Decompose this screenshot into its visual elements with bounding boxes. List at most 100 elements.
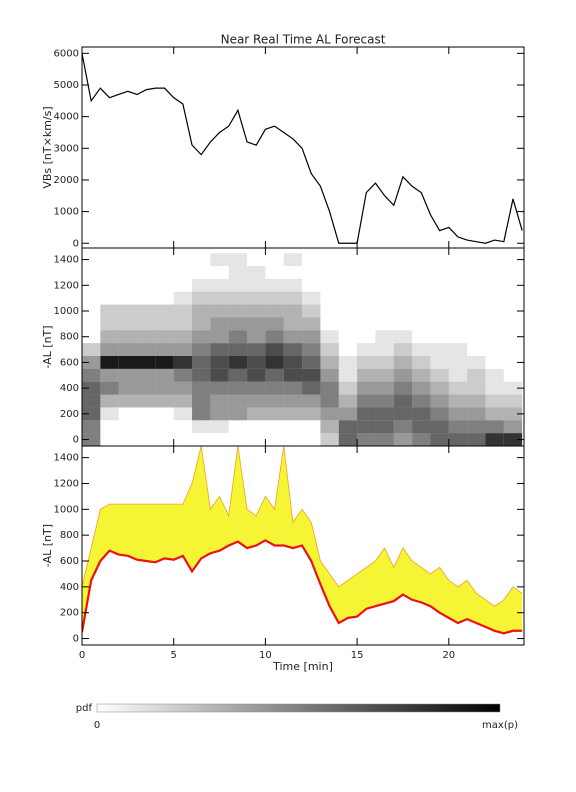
band-edge	[82, 446, 523, 607]
heat-cell	[210, 394, 229, 408]
heat-cell	[228, 266, 248, 279]
heat-cell	[393, 330, 413, 344]
heat-cell	[467, 266, 485, 279]
heat-cell	[118, 368, 138, 382]
heat-cell	[467, 368, 486, 382]
heat-cell	[448, 343, 468, 356]
heat-cell	[82, 266, 100, 279]
heat-cell	[210, 330, 229, 344]
heat-cell	[302, 304, 321, 318]
heat-cell	[265, 394, 284, 408]
heat-cell	[265, 368, 284, 382]
heat-cell	[283, 291, 303, 305]
heat-cell	[375, 420, 394, 434]
heat-cell	[265, 420, 283, 433]
heat-cell	[485, 317, 503, 330]
heat-cell	[412, 253, 430, 266]
heat-cell	[283, 330, 303, 344]
heat-cell	[210, 343, 229, 356]
heat-cell	[302, 394, 321, 408]
heat-cell	[338, 368, 358, 382]
heat-cell	[467, 343, 485, 356]
heat-cell	[467, 381, 486, 395]
heat-cell	[412, 305, 430, 318]
heat-cell	[137, 394, 156, 408]
heat-cell	[265, 407, 284, 421]
heat-cell	[412, 279, 430, 292]
heat-cell	[430, 317, 448, 330]
heat-cell	[375, 292, 393, 305]
heat-cell	[173, 343, 193, 356]
heat-cell	[357, 381, 376, 395]
heat-cell	[174, 433, 192, 446]
heat-cell	[394, 279, 412, 292]
heat-cell	[155, 368, 174, 382]
heat-cell	[119, 407, 137, 420]
heat-cell	[173, 291, 193, 305]
heat-cell	[155, 304, 174, 318]
heat-cell	[118, 304, 138, 318]
heat-cell	[155, 394, 174, 408]
heat-cell	[412, 381, 431, 395]
heat-cell	[247, 278, 266, 292]
heat-cell	[229, 433, 247, 446]
heat-cell	[430, 279, 448, 292]
heat-cell	[338, 394, 358, 408]
heat-cell	[485, 253, 503, 266]
heat-cell	[210, 304, 229, 318]
heat-cell	[100, 394, 119, 408]
heat-cell	[210, 266, 228, 279]
heat-cell	[357, 253, 375, 266]
y-tick-label: 1200	[54, 280, 79, 291]
heat-cell	[174, 253, 192, 266]
x-axis-label: Time [min]	[272, 660, 333, 673]
heat-cell	[247, 304, 266, 318]
heat-cell	[283, 381, 303, 395]
heat-cell	[302, 343, 321, 356]
heat-cell	[338, 433, 358, 446]
heat-cell	[412, 420, 431, 434]
y-tick-label: 1400	[54, 453, 79, 464]
y-tick-label: 1200	[54, 478, 79, 489]
heat-cell	[504, 343, 522, 356]
y-tick-label: 2000	[54, 175, 79, 186]
heat-cell	[118, 317, 138, 331]
band-area	[82, 446, 523, 634]
heat-cell	[449, 305, 467, 318]
axis-frame	[81, 445, 525, 646]
heat-cell	[82, 407, 101, 421]
heat-cell	[137, 304, 156, 318]
heat-cell	[173, 317, 193, 331]
heat-cell	[302, 279, 320, 292]
heat-cell	[210, 317, 229, 331]
heat-cell	[467, 305, 485, 318]
heat-cell	[192, 433, 210, 446]
heat-cell	[155, 356, 174, 369]
x-tick-label: 10	[259, 650, 272, 661]
heat-cell	[283, 253, 303, 266]
heat-cell	[375, 394, 394, 408]
heat-cell	[192, 343, 211, 356]
heat-cell	[320, 279, 338, 292]
heat-cell	[485, 330, 503, 343]
heat-cell	[155, 407, 173, 420]
heat-cell	[82, 394, 101, 408]
heat-cell	[375, 266, 393, 279]
heat-cell	[449, 279, 467, 292]
plot-area	[82, 446, 523, 635]
heat-cell	[173, 407, 193, 421]
heat-cell	[100, 253, 118, 266]
heat-cell	[119, 279, 137, 292]
heat-cell	[449, 266, 467, 279]
heat-cell	[302, 317, 321, 331]
heat-cell	[137, 292, 155, 305]
heat-cell	[155, 420, 173, 433]
heat-cell	[430, 292, 448, 305]
heat-cell	[283, 407, 303, 421]
heat-cell	[82, 343, 101, 356]
heat-cell	[210, 433, 228, 446]
heat-cell	[210, 368, 229, 382]
heat-cell	[247, 394, 266, 408]
y-tick-label: 200	[60, 409, 79, 420]
